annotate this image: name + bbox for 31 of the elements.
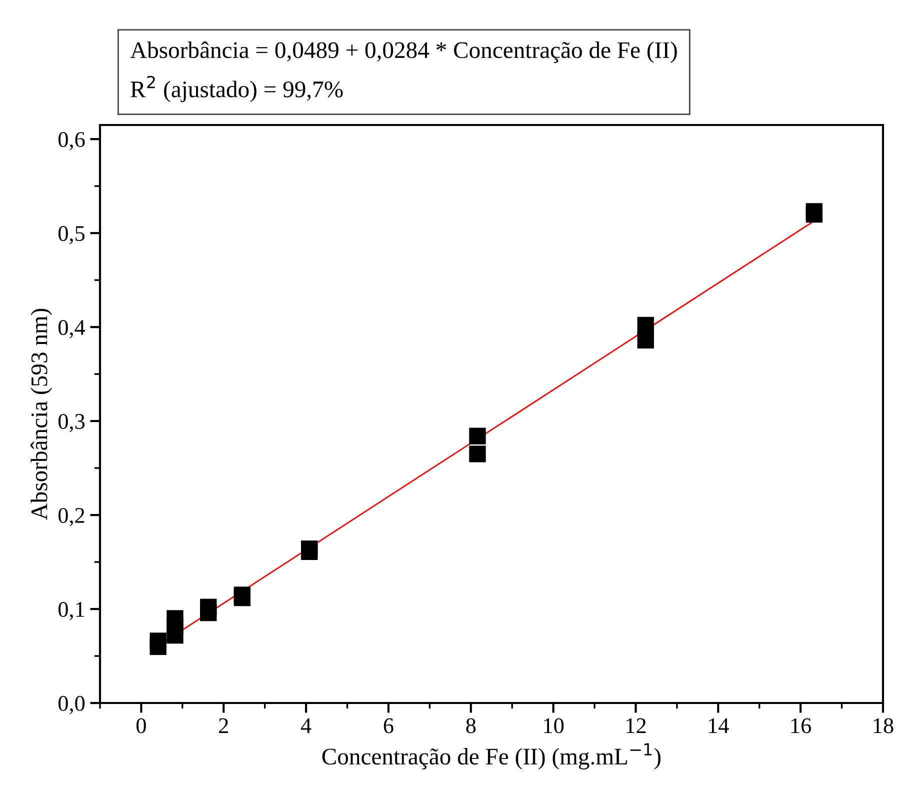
x-tick-label: 4 <box>300 718 312 734</box>
point <box>469 428 486 444</box>
y-axis-title: Absorbância (593 nm) <box>30 308 52 520</box>
point <box>166 610 184 627</box>
y-tick-label: 0,3 <box>58 414 85 432</box>
text: R$^{2}$ (ajustado) = 99,7% <box>130 76 343 102</box>
point <box>637 316 654 334</box>
point <box>637 332 654 349</box>
y-tick-label: 0,4 <box>58 320 86 338</box>
point <box>200 598 217 616</box>
point <box>301 540 318 558</box>
x-tick-label: 10 <box>544 718 564 734</box>
point <box>469 446 486 462</box>
text: Absorbância = 0,0489 + 0,0284 * Concentração de Fe (II) <box>130 41 677 63</box>
point <box>150 632 166 650</box>
point <box>234 586 251 604</box>
point <box>806 203 823 220</box>
y-tick-label: 0,6 <box>58 132 85 150</box>
x-axis-title: Concentração de Fe (II) (mg.mL$^{−1}$) <box>322 743 661 770</box>
y-tick-label: 0,2 <box>58 508 84 526</box>
x-tick-label: 14 <box>709 718 729 734</box>
y-tick-label: 0,1 <box>58 602 84 620</box>
x-tick-label: 12 <box>626 718 646 734</box>
x-tick-label: 8 <box>466 718 476 734</box>
y-tick-label: 0,0 <box>58 696 85 714</box>
x-tick-label: 18 <box>874 718 894 734</box>
y-tick-label: 0,5 <box>58 226 85 244</box>
x-tick-label: 2 <box>219 718 228 734</box>
x-tick-label: 6 <box>384 718 394 734</box>
x-tick-label: 0 <box>136 718 146 734</box>
x-tick-label: 16 <box>791 718 812 734</box>
